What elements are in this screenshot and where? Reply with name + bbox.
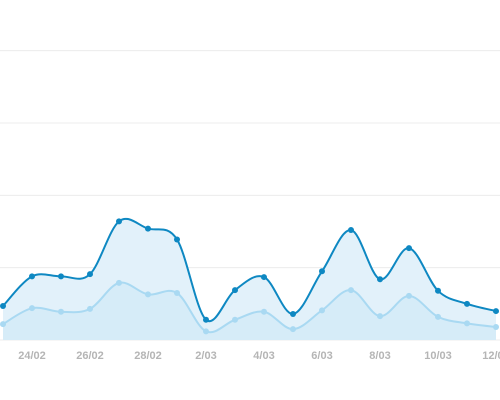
area	[3, 282, 496, 340]
point	[406, 292, 412, 299]
x-tick-label: 4/03	[253, 350, 274, 362]
point	[232, 316, 238, 323]
point	[0, 303, 6, 309]
x-tick-label: 26/02	[76, 350, 104, 362]
point	[203, 316, 209, 323]
x-tick-label: 10/03	[424, 350, 452, 362]
x-tick-label: 24/02	[18, 350, 46, 362]
point	[319, 307, 325, 314]
point	[464, 300, 470, 307]
point	[493, 308, 499, 315]
x-tick-label: 12/03	[482, 350, 500, 362]
point	[29, 273, 35, 280]
point	[261, 274, 267, 281]
point	[406, 245, 412, 252]
point	[58, 273, 64, 280]
point	[232, 287, 238, 294]
point	[87, 305, 93, 312]
point	[493, 323, 499, 330]
x-tick-label: 8/03	[369, 350, 390, 362]
point	[87, 271, 93, 278]
point	[145, 291, 151, 298]
point	[58, 308, 64, 315]
point	[203, 328, 209, 335]
point	[348, 287, 354, 294]
point	[145, 225, 151, 232]
point	[435, 287, 441, 294]
point	[261, 308, 267, 315]
point	[116, 218, 122, 225]
point	[174, 236, 180, 243]
point	[290, 310, 296, 317]
x-tick-label: 28/02	[134, 350, 162, 362]
point	[290, 326, 296, 333]
point	[348, 227, 354, 234]
point	[29, 305, 35, 312]
point	[319, 268, 325, 275]
point	[0, 321, 6, 328]
point	[377, 276, 383, 283]
point	[174, 289, 180, 296]
point	[464, 320, 470, 327]
x-tick-label: 6/03	[311, 350, 332, 362]
point	[377, 313, 383, 320]
x-tick-label: 2/03	[195, 350, 216, 362]
point	[116, 279, 122, 286]
point	[435, 313, 441, 320]
